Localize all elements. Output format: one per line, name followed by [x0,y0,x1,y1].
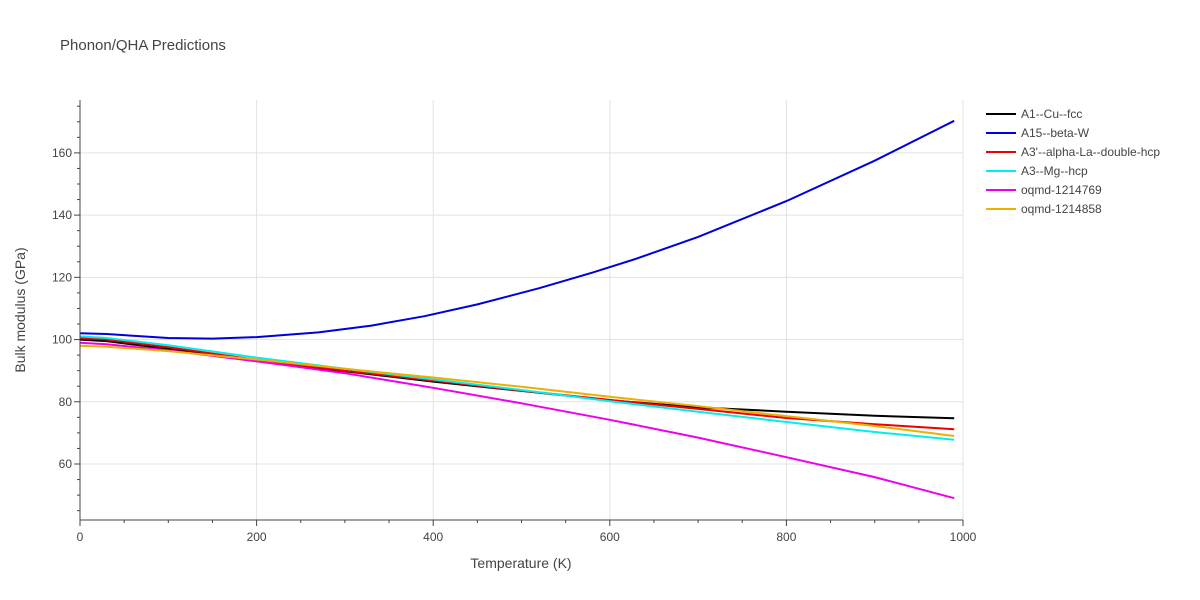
x-tick-label: 600 [600,530,620,544]
legend-item[interactable]: A3--Mg--hcp [986,164,1088,178]
x-tick-label: 200 [247,530,267,544]
chart-title: Phonon/QHA Predictions [60,37,226,54]
legend[interactable]: A1--Cu--fcc A15--beta-W A3'--alpha-La--dou… [986,107,1160,216]
x-tick-label: 800 [776,530,796,544]
gridlines [80,100,964,520]
x-tick-label: 400 [423,530,443,544]
legend-item[interactable]: oqmd-1214858 [986,202,1102,216]
series-line [79,344,955,437]
x-tick-label: 0 [77,530,84,544]
tick-labels: 0 200 400 600 800 1000 60 80 100 120 140 160 [52,146,977,544]
legend-label: A3--Mg--hcp [1021,164,1088,178]
series-line [79,335,955,441]
axes [74,100,964,526]
y-tick-label: 120 [52,270,72,284]
legend-label: A1--Cu--fcc [1021,107,1082,121]
legend-item[interactable]: A3'--alpha-La--double-hcp [986,145,1160,159]
series-lines [79,119,955,500]
y-tick-label: 80 [59,395,73,409]
y-axis-title: Bulk modulus (GPa) [12,247,28,372]
x-axis-title: Temperature (K) [470,555,571,571]
legend-label: A3'--alpha-La--double-hcp [1021,145,1160,159]
y-tick-label: 160 [52,146,72,160]
legend-item[interactable]: oqmd-1214769 [986,183,1102,197]
legend-item[interactable]: A15--beta-W [986,126,1090,140]
legend-label: A15--beta-W [1021,126,1090,140]
y-tick-label: 140 [52,208,72,222]
legend-item[interactable]: A1--Cu--fcc [986,107,1082,121]
legend-label: oqmd-1214769 [1021,183,1102,197]
y-tick-label: 60 [59,457,73,471]
x-tick-label: 1000 [950,530,977,544]
series-line [79,119,955,340]
legend-label: oqmd-1214858 [1021,202,1102,216]
y-tick-label: 100 [52,333,72,347]
